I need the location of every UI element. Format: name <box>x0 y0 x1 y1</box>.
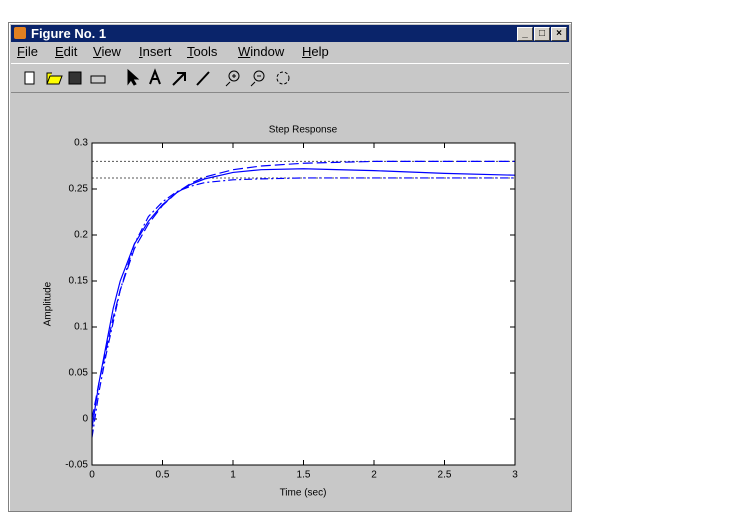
minimize-button[interactable]: _ <box>517 27 533 41</box>
x-tick-label: 2 <box>371 470 377 481</box>
y-tick-label: 0.05 <box>69 368 89 379</box>
window-title: Figure No. 1 <box>31 26 107 41</box>
arrow-tool-button[interactable] <box>172 72 186 86</box>
menu-item[interactable]: Tools <box>187 44 218 59</box>
toolbar-icons <box>24 68 290 87</box>
y-tick-label: 0.1 <box>74 322 88 333</box>
chart-title: Step Response <box>269 125 338 136</box>
axes-frame <box>91 142 516 466</box>
maximize-button[interactable]: □ <box>534 27 550 41</box>
text-button[interactable] <box>149 68 161 85</box>
y-axis-label: Amplitude <box>43 281 54 326</box>
y-tick-label: 0.2 <box>74 230 88 241</box>
menu-item[interactable]: Help <box>302 44 329 59</box>
y-tick-label: 0 <box>82 414 88 425</box>
y-tick-label: 0.3 <box>74 138 88 149</box>
menu-bar: File Edit View Insert Tools Window Help <box>11 42 569 62</box>
toolbar <box>11 63 569 93</box>
arrow-button[interactable] <box>127 68 140 86</box>
plot-area <box>92 143 515 465</box>
line-button[interactable] <box>196 71 210 86</box>
series-line <box>91 160 515 420</box>
zoom-in-button[interactable] <box>228 70 240 82</box>
x-tick-label: 1 <box>230 470 236 481</box>
open-button[interactable] <box>46 72 63 85</box>
new-button[interactable] <box>24 71 35 85</box>
app-icon <box>14 27 26 39</box>
menu-item[interactable]: Edit <box>55 44 78 59</box>
menu-item[interactable]: File <box>17 44 38 59</box>
save-button[interactable] <box>68 71 82 85</box>
series-line <box>91 177 515 438</box>
menu-item[interactable]: View <box>93 44 121 59</box>
x-tick-label: 0.5 <box>156 470 170 481</box>
x-tick-label: 2.5 <box>438 470 452 481</box>
y-tick-label: 0.25 <box>69 184 89 195</box>
x-tick-label: 3 <box>512 470 518 481</box>
x-axis-label: Time (sec) <box>280 488 327 499</box>
close-button[interactable]: × <box>551 27 567 41</box>
x-tick-label: 1.5 <box>297 470 311 481</box>
zoom-out-button[interactable] <box>253 70 265 82</box>
y-tick-label: -0.05 <box>65 460 88 471</box>
menu-item[interactable]: Insert <box>139 44 172 59</box>
menu-item[interactable]: Window <box>238 44 285 59</box>
title-bar: Figure No. 1 _ □ × <box>11 25 569 42</box>
y-tick-label: 0.15 <box>69 276 89 287</box>
x-tick-label: 0 <box>89 470 95 481</box>
rotate-button[interactable] <box>276 71 290 85</box>
print-button[interactable] <box>90 75 106 84</box>
